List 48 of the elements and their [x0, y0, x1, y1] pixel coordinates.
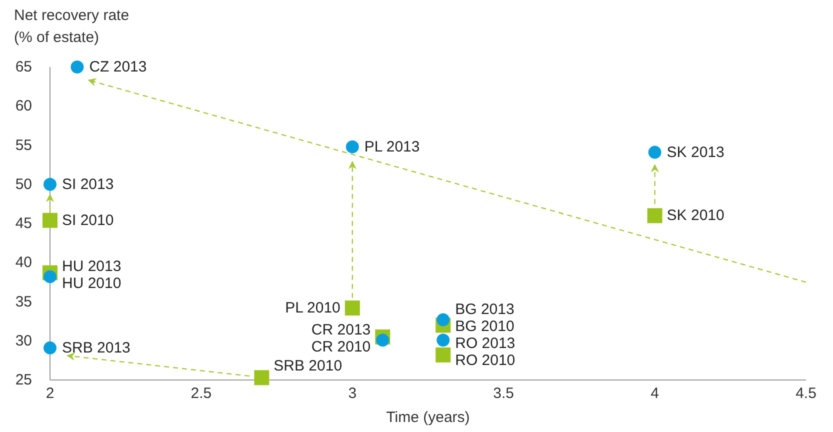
x-tick-label: 2 — [46, 385, 54, 402]
point — [44, 270, 56, 284]
y-tick-label: 30 — [15, 332, 32, 350]
y-tick-label: 65 — [15, 58, 32, 76]
annotation: SI 2010 — [62, 212, 114, 229]
x-axis-title: Time (years) — [386, 409, 470, 426]
annotation: PL 2013 — [364, 138, 420, 156]
y-tick-label: 45 — [15, 215, 32, 232]
x-tick-label: 4 — [650, 385, 659, 402]
y-tick-label: 50 — [15, 176, 32, 193]
point — [70, 60, 84, 74]
x-tick-label: 2.5 — [190, 385, 212, 402]
point — [376, 334, 390, 347]
x-tick-label: 4.5 — [796, 385, 816, 402]
point — [44, 341, 56, 354]
point — [436, 334, 450, 347]
y-tick-label: 60 — [15, 98, 32, 115]
annotation: HU 2010 — [62, 274, 122, 292]
point — [436, 313, 450, 326]
y-axis-title: Net recovery rate (% of estate) — [14, 7, 130, 46]
annotation: BG 2013 — [455, 301, 514, 318]
point — [42, 212, 58, 228]
y-tick-label: 55 — [15, 136, 32, 154]
y-tick-label: 35 — [15, 293, 32, 310]
annotation: SI 2013 — [62, 176, 114, 193]
point — [346, 140, 359, 154]
point — [648, 146, 662, 159]
annotation: RO 2010 — [455, 352, 516, 370]
x-tick-label: 3.5 — [493, 385, 514, 402]
annotation: SK 2013 — [666, 144, 724, 161]
annotation: SRB 2013 — [62, 339, 130, 356]
annotation: HU 2013 — [62, 258, 122, 275]
annotation: CR 2010 — [311, 338, 371, 356]
point — [344, 300, 360, 316]
point — [254, 370, 270, 386]
annotation: PL 2010 — [285, 300, 340, 317]
point — [647, 208, 662, 224]
point — [44, 178, 56, 191]
annotation: CZ 2013 — [89, 58, 147, 76]
y-tick-label: 25 — [15, 372, 32, 388]
x-tick-label: 3 — [348, 385, 357, 402]
annotation: SK 2010 — [666, 207, 724, 224]
annotation: CR 2013 — [311, 322, 371, 339]
annotation: SRB 2010 — [274, 358, 342, 374]
point — [436, 347, 451, 362]
annotation: RO 2013 — [455, 335, 516, 352]
y-tick-label: 40 — [15, 254, 32, 272]
annotation: BG 2010 — [455, 318, 514, 336]
